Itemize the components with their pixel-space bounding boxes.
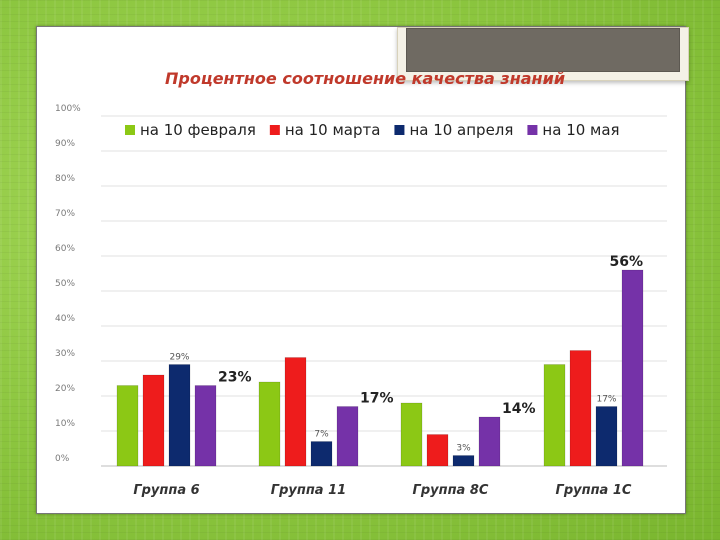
bar — [194, 385, 217, 467]
slide-panel: Процентное соотношение качества знаний 0… — [36, 26, 689, 514]
legend-swatch — [527, 125, 538, 135]
legend-label: на 10 февраля — [140, 121, 256, 139]
y-tick-label: 40% — [55, 314, 75, 324]
bar — [142, 374, 165, 467]
category-label: Группа 1С — [556, 483, 632, 498]
data-label: 29% — [169, 353, 189, 363]
legend-label: на 10 мая — [542, 121, 619, 139]
y-tick-label: 70% — [55, 209, 75, 219]
data-label: 17% — [596, 395, 616, 405]
legend-label: на 10 марта — [285, 121, 381, 139]
bar — [310, 441, 333, 467]
legend-swatch — [394, 125, 405, 135]
bar — [478, 416, 501, 467]
bar — [595, 406, 618, 467]
data-label-emphasis: 17% — [360, 391, 394, 407]
data-label-emphasis: 56% — [609, 254, 643, 270]
y-tick-label: 0% — [55, 454, 70, 464]
category-label: Группа 8С — [413, 483, 489, 498]
bar — [426, 434, 449, 467]
legend-swatch — [269, 125, 280, 135]
y-tick-label: 80% — [55, 174, 75, 184]
bar — [284, 357, 307, 467]
legend-label: на 10 апреля — [409, 121, 513, 139]
category-label: Группа 11 — [271, 483, 346, 498]
bar — [543, 364, 566, 467]
y-axis-ticks: 0% 10% 20% 30% 40% 50% 60% 70% 80% 90% 100% — [55, 104, 81, 464]
y-tick-label: 60% — [55, 244, 75, 254]
data-label: 3% — [456, 444, 471, 454]
bar — [452, 455, 475, 467]
legend-swatch — [125, 125, 135, 135]
photo-image — [406, 28, 680, 72]
data-label: 7% — [314, 430, 329, 440]
bar — [621, 269, 644, 467]
y-tick-label: 50% — [55, 279, 75, 289]
bars — [116, 269, 644, 467]
annotations: 29% 23% 7% 17% 3% 14% 17% 56% — [169, 254, 643, 454]
y-tick-label: 20% — [55, 384, 75, 394]
bar — [168, 364, 191, 467]
data-label-emphasis: 23% — [218, 370, 252, 386]
bar — [400, 402, 423, 467]
legend: на 10 февраля на 10 марта на 10 апреля на 1… — [125, 121, 620, 139]
photo-frame — [397, 27, 689, 81]
y-tick-label: 90% — [55, 139, 75, 149]
chart-title: Процентное соотношение качества знаний — [165, 69, 565, 88]
bar — [258, 381, 281, 467]
bar-chart: Процентное соотношение качества знаний 0… — [55, 69, 667, 498]
data-label-emphasis: 14% — [502, 401, 536, 417]
y-tick-label: 100% — [55, 104, 81, 114]
x-axis-categories: Группа 6 Группа 11 Группа 8С Группа 1С — [133, 483, 632, 498]
bar — [116, 385, 139, 467]
bar — [336, 406, 359, 467]
bar — [569, 350, 592, 467]
category-label: Группа 6 — [133, 483, 199, 498]
y-tick-label: 30% — [55, 349, 75, 359]
y-tick-label: 10% — [55, 419, 75, 429]
